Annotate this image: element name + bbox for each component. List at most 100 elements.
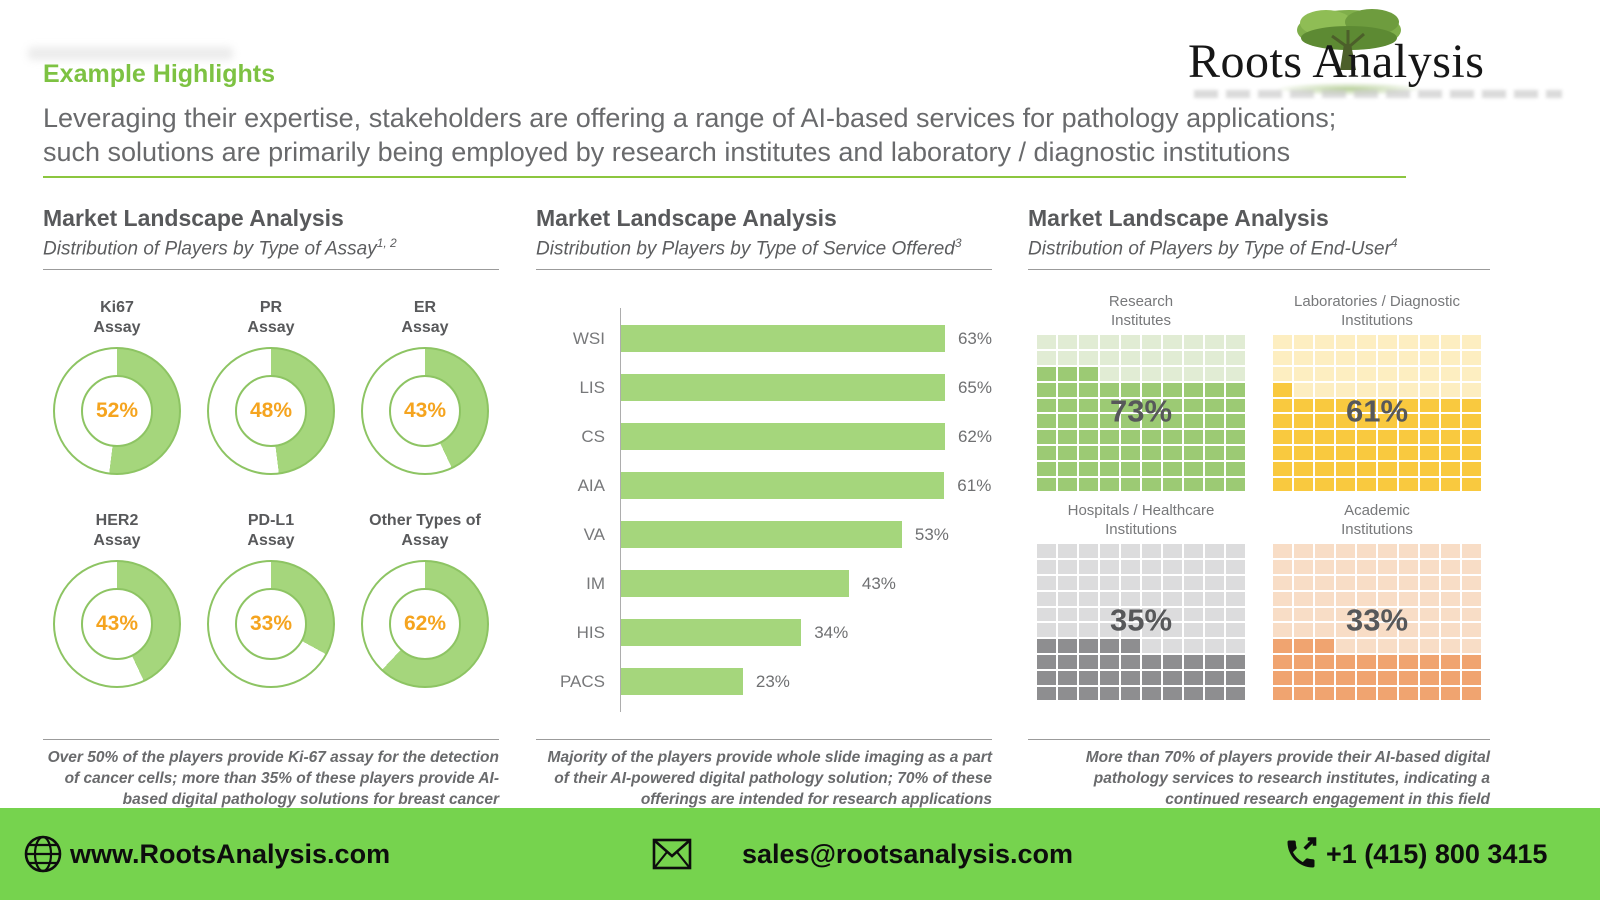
waffle-cell [1420,430,1439,444]
waffle-cell [1100,544,1119,559]
waffle-cell [1205,654,1224,669]
waffle-cell [1226,560,1245,574]
donut-hole: 33% [235,588,307,661]
waffle-cell [1184,461,1203,476]
waffle-cell [1399,430,1418,444]
bar-category-label: CS [581,426,605,446]
waffle-cell [1100,414,1119,429]
waffle-cell [1205,560,1224,574]
waffle-cell [1399,414,1418,429]
waffle-cell [1378,654,1397,669]
waffle-chart: Hospitals / Healthcare Institutions 35% [1037,499,1245,701]
donut-hole: 48% [235,375,307,448]
panel-subtitle-text: Distribution by Players by Type of Servi… [536,238,955,260]
waffle-cell [1121,544,1140,559]
waffle-cell [1163,366,1182,381]
waffle-cell [1100,654,1119,669]
waffle-cell [1336,607,1355,622]
waffle-cell [1121,414,1140,429]
waffle-cell [1079,430,1098,444]
waffle-cell [1378,477,1397,492]
blurred-watermark [28,47,233,60]
bar-row: 23% [621,657,992,706]
waffle-cell [1100,461,1119,476]
waffle-value-label: 61% [1345,393,1409,429]
waffle-cell [1079,607,1098,622]
waffle-cell [1357,544,1376,559]
waffle-value-label: 73% [1109,393,1173,429]
waffle-cell [1273,461,1292,476]
waffle-cell [1441,366,1460,381]
waffle-cell [1163,544,1182,559]
waffle-cell [1163,639,1182,653]
waffle-cell [1058,445,1077,460]
panel-enduser-distribution: Market Landscape Analysis Distribution o… [1028,205,1490,810]
headline-line-1: Leveraging their expertise, stakeholders… [43,103,1337,133]
waffle-cell [1058,575,1077,590]
waffle-cell [1294,445,1313,460]
waffle: 33% [1273,544,1481,701]
waffle-cell [1357,639,1376,653]
waffle-cell [1037,686,1056,701]
donut-label: ER Assay [401,299,449,337]
waffle-cell [1336,430,1355,444]
panel-top-rule [536,269,992,271]
page-headline: Leveraging their expertise, stakeholders… [43,101,1443,169]
bar-category-label: WSI [572,328,605,348]
waffle-cell [1441,445,1460,460]
footer-website-link[interactable]: www.RootsAnalysis.com [70,838,391,869]
waffle-cell [1336,382,1355,397]
waffle-cell [1142,430,1161,444]
waffle-cell [1184,445,1203,460]
donut-ring: 33% [207,560,335,689]
waffle-cell [1121,623,1140,638]
waffle-cell [1378,686,1397,701]
waffle-cell [1441,607,1460,622]
bar-row: 62% [621,412,992,461]
bar [621,619,802,647]
waffle-cell [1226,382,1245,397]
waffle-cell [1100,686,1119,701]
bar-value-label: 63% [957,328,992,348]
waffle-cell [1184,623,1203,638]
waffle-cell [1037,335,1056,350]
waffle-cell [1399,544,1418,559]
waffle-cell [1441,477,1460,492]
waffle-cell [1205,414,1224,429]
waffle-cell [1273,591,1292,606]
waffle-cell [1441,414,1460,429]
panel-bottom-rule [536,739,992,741]
footer-email-link[interactable]: sales@rootsanalysis.com [742,838,1073,869]
waffle-cell [1163,414,1182,429]
footer-phone-number[interactable]: +1 (415) 800 3415 [1326,838,1548,869]
donut-value: 48% [249,399,293,423]
bar [621,472,945,500]
waffle-cell [1226,639,1245,653]
header-divider [43,176,1406,178]
waffle-cell [1037,607,1056,622]
waffle-cell [1315,686,1334,701]
waffle-cell [1357,560,1376,574]
waffle-cell [1441,544,1460,559]
waffle-cell [1441,382,1460,397]
waffle-cell [1357,382,1376,397]
waffle-cell [1205,335,1224,350]
waffle-cell [1142,366,1161,381]
waffle-cell [1273,607,1292,622]
waffle: 73% [1037,335,1245,492]
waffle-cell [1462,430,1481,444]
waffle-cell [1273,575,1292,590]
waffle-cell [1294,351,1313,365]
waffle-cell [1399,575,1418,590]
waffle-cell [1058,654,1077,669]
waffle-cell [1378,639,1397,653]
waffle-cell [1294,654,1313,669]
waffle-cell [1058,639,1077,653]
waffle-cell [1378,623,1397,638]
waffle-cell [1226,414,1245,429]
waffle-cell [1336,351,1355,365]
waffle-cell [1058,414,1077,429]
waffle-cell [1121,560,1140,574]
waffle-cell [1100,430,1119,444]
waffle-cell [1399,445,1418,460]
